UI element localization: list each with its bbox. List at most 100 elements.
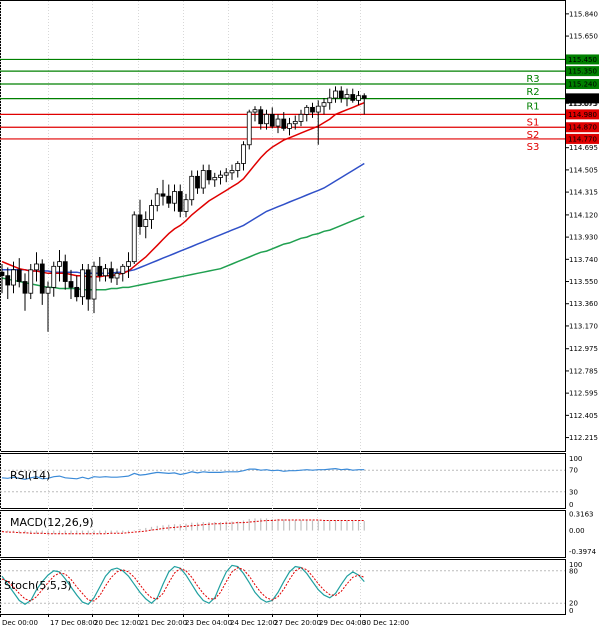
rsi-line	[1, 467, 365, 481]
price-tick-label: 114.695	[569, 144, 598, 152]
candle-body	[74, 286, 80, 298]
price-tick-label: 115.840	[569, 10, 598, 18]
candle-body	[114, 272, 120, 279]
candle-body	[166, 195, 172, 204]
ma-fast-line	[1, 102, 365, 278]
price-tick-label: 112.215	[569, 434, 598, 442]
level-tag-s1-bg	[566, 109, 599, 120]
time-label: 21 Dec 20:00	[140, 619, 187, 627]
level-tag-r2-bg	[566, 78, 599, 89]
candle-body	[361, 95, 367, 99]
candle-body	[120, 265, 126, 274]
stoch-tick-label: 0	[569, 607, 573, 615]
rsi-tick-label: 30	[569, 488, 578, 496]
rsi-panel-frame	[0, 453, 566, 509]
candle-body	[80, 269, 85, 298]
level-tag-s1: 114.980	[568, 111, 597, 119]
candle-body	[310, 106, 315, 113]
rsi-title: RSI(14)	[10, 469, 50, 482]
stoch-tick-label: 80	[569, 567, 578, 575]
candle-body	[11, 269, 16, 286]
candle-body	[62, 261, 68, 282]
level-label-s2: S2	[527, 130, 540, 141]
candle-body	[292, 120, 298, 125]
candle-body	[338, 90, 344, 99]
price-tick-label: 112.975	[569, 345, 598, 353]
candle-body	[350, 94, 356, 101]
candle-body	[304, 106, 310, 115]
time-label: 24 Dec 12:00	[230, 619, 277, 627]
candle-body	[97, 265, 103, 277]
candle-body	[39, 263, 45, 294]
stoch-panel-frame	[0, 559, 566, 615]
rsi-tick-label: 100	[569, 455, 582, 463]
time-label: 23 Dec 04:00	[185, 619, 232, 627]
candle-body	[281, 118, 287, 129]
candle-body	[200, 170, 206, 189]
candle-body	[241, 144, 246, 164]
candle-body	[264, 113, 269, 125]
candle-body	[235, 163, 241, 171]
candle-body	[333, 90, 338, 99]
level-label-r2: R2	[526, 87, 539, 98]
price-tick-label: 113.930	[569, 234, 598, 242]
candle-body	[275, 118, 281, 127]
candle-body	[223, 172, 229, 176]
price-tick-label: 112.595	[569, 390, 598, 398]
candle-body	[172, 191, 177, 204]
ma-slow-line	[1, 215, 365, 291]
candle-body	[126, 261, 131, 267]
stoch-d-line	[1, 567, 365, 602]
candle-body	[246, 111, 252, 146]
candle-body	[195, 175, 200, 189]
price-tags: 115.450 115.350 115.240 114.980 114.870 114.7…	[566, 54, 599, 144]
candle-body	[85, 269, 91, 300]
candle-body	[5, 275, 11, 286]
moving-averages	[1, 102, 365, 291]
candle-body	[34, 263, 39, 271]
price-tick-label: 113.550	[569, 278, 598, 286]
candle-body	[149, 205, 154, 220]
candle-body	[218, 174, 223, 178]
candle-body	[16, 269, 22, 282]
macd-signal-line	[1, 519, 365, 535]
grid	[0, 1, 361, 614]
candle-body	[269, 113, 275, 127]
level-tag-s2: 114.870	[568, 124, 597, 132]
rsi-tick-label: 70	[569, 467, 578, 475]
candle-body	[344, 94, 350, 99]
level-tag-r3: 115.350	[568, 68, 597, 76]
candle-body	[212, 177, 218, 181]
time-label: 27 Dec 20:00	[274, 619, 321, 627]
macd-tick-label: 0.3163	[569, 510, 594, 518]
candle-body	[91, 265, 97, 300]
stoch-k-line	[1, 564, 365, 606]
candle-body	[183, 199, 189, 212]
level-label-r1: R1	[526, 102, 539, 113]
candle-body	[356, 95, 361, 101]
candle-body	[51, 265, 57, 288]
candle-body	[28, 269, 34, 294]
time-label: 29 Dec 04:00	[319, 619, 366, 627]
time-label: Dec 00:00	[2, 619, 38, 627]
ma-mid-line	[2, 162, 365, 275]
time-label: 17 Dec 08:00	[50, 619, 97, 627]
price-tick-label: 114.315	[569, 189, 598, 197]
candle-body	[137, 214, 143, 227]
level-label-r3: R3	[526, 74, 539, 85]
level-tag-r2: 115.240	[568, 80, 597, 88]
candle-body	[258, 109, 264, 125]
candle-body	[143, 219, 149, 227]
stoch-tick-label: 100	[569, 561, 582, 569]
candle-body	[189, 175, 195, 201]
candle-body	[108, 268, 114, 279]
price-tick-label: 113.360	[569, 300, 598, 308]
hidden-price-tag: 115.075	[568, 100, 597, 108]
rsi-tick-label: 0	[569, 501, 573, 509]
current-price-tag-bg	[566, 93, 599, 104]
macd-panel-frame	[0, 510, 566, 558]
